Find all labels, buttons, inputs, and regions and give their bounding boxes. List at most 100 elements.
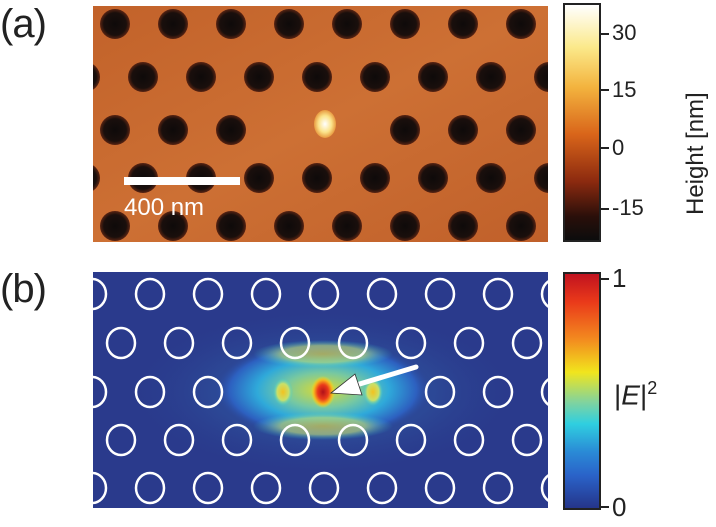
hole-outline — [366, 471, 398, 505]
afm-hole — [128, 62, 158, 92]
hole-outline — [395, 423, 427, 457]
afm-holes — [93, 9, 548, 241]
hole-outline — [424, 471, 456, 505]
hole-outline — [93, 375, 108, 409]
field-hotspot-left — [273, 378, 293, 406]
afm-hole — [506, 211, 536, 241]
afm-hole — [93, 165, 100, 191]
field-hotspot-right — [363, 378, 383, 406]
height-colorbar — [563, 3, 601, 242]
arrow-icon — [329, 364, 419, 396]
afm-hole — [390, 211, 420, 241]
hole-outline — [134, 471, 166, 505]
afm-hole — [158, 9, 188, 39]
panel-label-b: (b) — [0, 267, 47, 311]
afm-hole — [448, 9, 478, 39]
afm-hole — [390, 115, 420, 145]
afm-hole — [302, 163, 332, 193]
intensity-colorbar — [563, 272, 601, 510]
afm-hole — [244, 62, 274, 92]
hole-outline — [105, 326, 137, 360]
hole-outline — [93, 277, 108, 311]
field-hotspot-center — [311, 376, 335, 408]
hole-outline — [279, 326, 311, 360]
scale-bar-label: 400 nm — [124, 194, 205, 221]
hole-outline — [395, 326, 427, 360]
hole-outline — [337, 326, 369, 360]
afm-hole — [158, 211, 188, 241]
intensity-colorbar-title: |E|2 — [614, 378, 658, 411]
hole-outline — [105, 423, 137, 457]
afm-particle — [314, 110, 336, 138]
hole-outline — [453, 423, 485, 457]
afm-hole — [274, 211, 304, 241]
hole-outline — [482, 277, 514, 311]
hole-outline — [511, 326, 543, 360]
height-tick-0: 0 — [612, 135, 625, 160]
afm-hole — [216, 115, 246, 145]
hole-outline — [163, 423, 195, 457]
hole-outline — [134, 277, 166, 311]
scale-bar — [124, 177, 240, 185]
panel-label-a: (a) — [0, 2, 47, 46]
afm-hole — [360, 62, 390, 92]
afm-hole — [216, 9, 246, 39]
afm-hole — [332, 9, 362, 39]
afm-hole — [100, 115, 130, 145]
hole-outline — [482, 471, 514, 505]
intensity-tick-1: 1 — [612, 263, 627, 293]
hole-outline — [337, 423, 369, 457]
afm-hole — [244, 163, 274, 193]
afm-hole — [216, 211, 246, 241]
afm-hole — [302, 62, 332, 92]
afm-hole — [418, 62, 448, 92]
hole-outline — [453, 326, 485, 360]
hole-outline — [221, 423, 253, 457]
hole-outline — [163, 326, 195, 360]
afm-hole — [448, 211, 478, 241]
hole-outline — [250, 277, 282, 311]
field-intensity-map — [93, 272, 548, 508]
afm-hole — [93, 64, 100, 90]
afm-hole — [158, 115, 188, 145]
intensity-tick-0: 0 — [612, 492, 627, 522]
afm-hole — [100, 211, 130, 241]
afm-hole — [534, 62, 548, 92]
afm-hole — [476, 163, 506, 193]
hole-outline — [540, 474, 548, 502]
hole-outline — [93, 471, 108, 505]
hole-outline — [221, 326, 253, 360]
height-tick-minus15: -15 — [612, 195, 644, 220]
hole-outline — [192, 471, 224, 505]
hole-outline — [424, 375, 456, 409]
height-tick-30: 30 — [612, 20, 637, 45]
field-lobe-bottom — [253, 412, 393, 440]
hole-outline — [366, 277, 398, 311]
hole-outline — [192, 277, 224, 311]
hole-outlines — [93, 277, 548, 505]
afm-hole — [506, 115, 536, 145]
hole-outline — [540, 280, 548, 308]
height-tick-15: 15 — [612, 77, 637, 102]
afm-hole — [274, 9, 304, 39]
intensity-exponent: 2 — [647, 378, 658, 398]
afm-hole — [534, 163, 548, 193]
afm-hole — [186, 62, 216, 92]
hole-outline — [482, 375, 514, 409]
afm-hole — [100, 9, 130, 39]
afm-hole — [418, 163, 448, 193]
afm-hole — [476, 62, 506, 92]
intensity-symbol: E — [621, 379, 640, 411]
hole-outline — [308, 277, 340, 311]
afm-hole — [390, 9, 420, 39]
hole-outline — [250, 471, 282, 505]
hole-outline — [308, 471, 340, 505]
field-lobe-top — [253, 340, 393, 368]
afm-height-map — [93, 6, 548, 242]
hole-outline — [540, 378, 548, 406]
afm-hole — [360, 163, 390, 193]
height-colorbar-title: Height [nm] — [682, 92, 709, 215]
hole-outline — [134, 375, 166, 409]
afm-hole — [506, 9, 536, 39]
afm-hole — [332, 211, 362, 241]
